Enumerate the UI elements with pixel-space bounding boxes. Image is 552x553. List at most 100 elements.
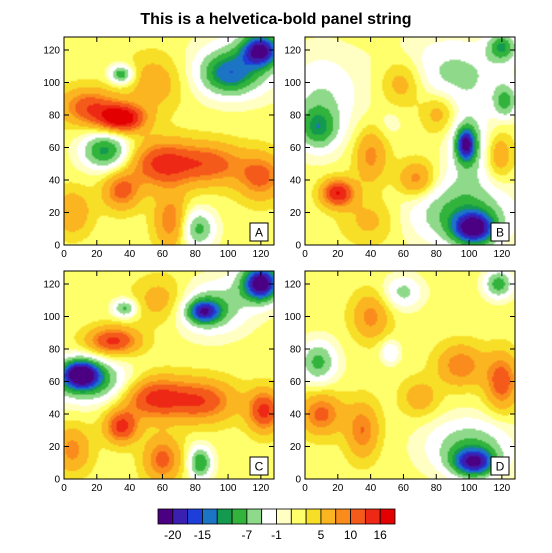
- colorbar-label: 10: [344, 528, 358, 542]
- y-tick-label: 120: [284, 46, 301, 57]
- colorbar-box: [246, 508, 263, 525]
- x-tick-label: 60: [157, 483, 169, 494]
- panel-label: D: [496, 460, 505, 474]
- colorbar-box: [350, 508, 366, 525]
- y-tick-label: 100: [43, 78, 60, 89]
- x-tick-label: 60: [398, 483, 410, 494]
- y-tick-label: 60: [49, 143, 61, 154]
- y-tick-label: 80: [290, 111, 302, 122]
- panel-d: 0 20 40 60 80 100 120 0 20 40 60 80 100 120 D: [284, 270, 516, 494]
- y-tick-label: 40: [49, 176, 61, 187]
- y-tick-label: 20: [49, 208, 61, 219]
- y-tick-label: 0: [54, 241, 60, 252]
- x-tick-label: 20: [332, 249, 344, 260]
- y-tick-label: 80: [49, 111, 61, 122]
- y-tick-label: 40: [290, 176, 302, 187]
- colorbar-box: [216, 508, 233, 525]
- y-tick-label: 20: [49, 442, 61, 453]
- y-tick-label: 0: [54, 475, 60, 486]
- x-tick-label: 120: [494, 249, 511, 260]
- y-tick-label: 60: [49, 377, 61, 388]
- panel-label: A: [255, 226, 263, 240]
- y-tick-label: 80: [49, 345, 61, 356]
- x-tick-label: 100: [220, 483, 237, 494]
- colorbar-box: [261, 508, 277, 525]
- y-tick-label: 40: [290, 410, 302, 421]
- x-tick-label: 80: [431, 483, 443, 494]
- x-tick-label: 80: [190, 483, 202, 494]
- contour-fill-b: [305, 37, 515, 245]
- x-tick-label: 0: [61, 249, 67, 260]
- x-tick-label: 120: [494, 483, 511, 494]
- figure-title: This is a helvetica-bold panel string: [140, 11, 411, 28]
- x-tick-label: 20: [91, 483, 103, 494]
- colorbar-label: -7: [242, 528, 253, 542]
- colorbar-box: [172, 508, 189, 525]
- y-tick-label: 0: [295, 241, 301, 252]
- x-tick-label: 40: [124, 483, 136, 494]
- colorbar-box: [276, 508, 292, 525]
- colorbar-box: [379, 508, 396, 525]
- y-tick-label: 60: [290, 143, 302, 154]
- x-tick-label: 60: [398, 249, 410, 260]
- x-tick-label: 40: [365, 483, 377, 494]
- x-tick-label: 100: [461, 249, 478, 260]
- y-tick-label: 60: [290, 377, 302, 388]
- x-tick-label: 0: [61, 483, 67, 494]
- colorbar-label: -20: [164, 528, 182, 542]
- colorbar-box: [320, 508, 337, 525]
- y-tick-label: 100: [284, 312, 301, 323]
- colorbar: -20 -15 -7 -1 5 10 16: [157, 508, 396, 542]
- colorbar-label: -15: [194, 528, 212, 542]
- x-tick-label: 40: [365, 249, 377, 260]
- contour-fill-a: [64, 37, 274, 245]
- x-tick-label: 20: [91, 249, 103, 260]
- x-tick-label: 100: [220, 249, 237, 260]
- panel-frame: [304, 270, 516, 480]
- y-tick-label: 120: [43, 280, 60, 291]
- contour-fill-d: [305, 271, 515, 479]
- y-tick-label: 40: [49, 410, 61, 421]
- colorbar-box: [290, 508, 307, 525]
- colorbar-box: [364, 508, 381, 525]
- colorbar-label: 5: [318, 528, 325, 542]
- x-tick-label: 0: [302, 483, 308, 494]
- colorbar-box: [335, 508, 351, 525]
- y-tick-label: 0: [295, 475, 301, 486]
- y-tick-label: 100: [43, 312, 60, 323]
- panel-label-box: [490, 456, 510, 476]
- x-tick-label: 40: [124, 249, 136, 260]
- panel-frame: [304, 36, 516, 246]
- panel-label: B: [496, 226, 504, 240]
- x-tick-label: 20: [332, 483, 344, 494]
- colorbar-label: -1: [271, 528, 282, 542]
- y-tick-label: 120: [284, 280, 301, 291]
- colorbar-label: 16: [374, 528, 388, 542]
- panel-label-box: [249, 456, 269, 476]
- colorbar-box: [305, 508, 322, 525]
- panels: 0 20 40 60 80 100 120 0 20 40 60 80 100 120 A 0 20 40 60 80…: [43, 36, 516, 494]
- x-tick-label: 100: [461, 483, 478, 494]
- panel-a: 0 20 40 60 80 100 120 0 20 40 60 80 100 120 A: [43, 36, 275, 260]
- panel-label-box: [249, 222, 269, 242]
- y-tick-label: 80: [290, 345, 302, 356]
- x-tick-label: 120: [253, 249, 270, 260]
- panel-label-box: [490, 222, 510, 242]
- y-tick-label: 120: [43, 46, 60, 57]
- x-tick-label: 60: [157, 249, 169, 260]
- panel-c: 0 20 40 60 80 100 120 0 20 40 60 80 100 120 C: [43, 270, 275, 494]
- x-tick-label: 120: [253, 483, 270, 494]
- panel-frame: [63, 36, 275, 246]
- colorbar-box: [157, 508, 174, 525]
- panel-frame: [63, 270, 275, 480]
- colorbar-box: [202, 508, 218, 525]
- y-tick-label: 20: [290, 442, 302, 453]
- colorbar-box: [187, 508, 203, 525]
- x-tick-label: 80: [431, 249, 443, 260]
- colorbar-box: [231, 508, 248, 525]
- x-tick-label: 0: [302, 249, 308, 260]
- y-tick-label: 100: [284, 78, 301, 89]
- contour-fill-c: [64, 271, 274, 479]
- x-tick-label: 80: [190, 249, 202, 260]
